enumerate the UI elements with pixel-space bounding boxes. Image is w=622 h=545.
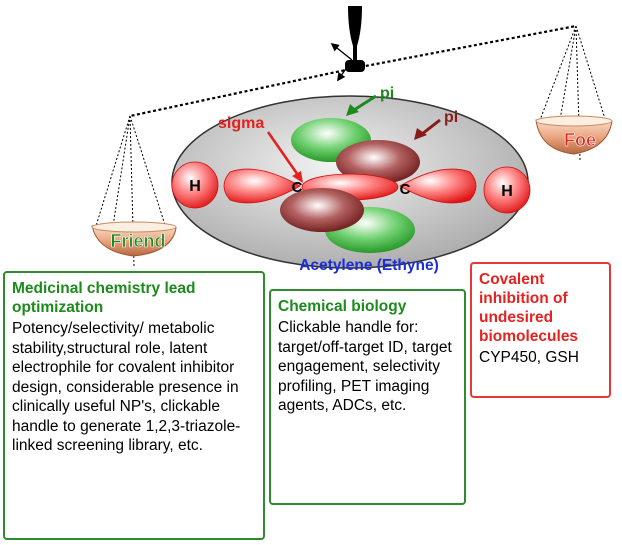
foe-label: Foe <box>564 130 596 150</box>
medicinal-chemistry-body: Potency/selectivity/ metabolic stability… <box>12 320 241 454</box>
pivot-arrow-up <box>330 42 353 61</box>
chemical-biology-title: Chemical biology <box>278 298 407 315</box>
right-pan-string <box>575 25 607 123</box>
sigma-arrow <box>266 131 302 179</box>
pivot-arrow-down <box>337 59 353 82</box>
c-h-lobe-left <box>223 168 301 204</box>
scale-beam-right <box>354 24 577 70</box>
left-pan-string <box>112 115 131 227</box>
c-h-lobe-right <box>399 168 477 204</box>
pi-orbital-darkred-top <box>336 140 420 184</box>
scale-pointer <box>348 6 362 62</box>
medicinal-chemistry-title: Medicinal chemistry lead optimization <box>12 280 196 316</box>
pi-arrow-darkred <box>421 118 441 136</box>
covalent-inhibition-box: Covalent inhibition of undesired biomole… <box>470 262 611 398</box>
medicinal-chemistry-box: Medicinal chemistry lead optimization Po… <box>3 271 265 540</box>
pi-arrow-green <box>353 94 377 112</box>
right-pan-string <box>559 25 577 121</box>
carbon-left-label: C <box>292 179 303 196</box>
sigma-label: sigma <box>218 115 264 132</box>
pi-label-darkred: pi <box>444 109 458 126</box>
pi-arrowhead-darkred <box>414 128 427 140</box>
hydrogen-right-label: H <box>501 183 513 200</box>
pi-orbital-darkred-bottom <box>280 188 364 232</box>
covalent-inhibition-body: CYP450, GSH <box>479 349 579 366</box>
right-pan-rim <box>535 115 613 127</box>
covalent-inhibition-title: Covalent inhibition of undesired biomole… <box>479 271 579 345</box>
molecule-name: Acetylene (Ethyne) <box>299 257 439 274</box>
hydrogen-left-label: H <box>189 178 201 195</box>
right-pan-string <box>539 25 577 121</box>
chemical-biology-body: Clickable handle for: target/off-target … <box>278 319 452 414</box>
left-pan-string <box>95 115 131 227</box>
pi-arrowhead-green <box>346 104 359 116</box>
chemical-biology-box: Chemical biology Clickable handle for: t… <box>269 289 466 505</box>
left-pan-string <box>129 115 167 229</box>
scale: Friend Foe <box>91 6 613 267</box>
acetylene-molecule: H H C C sigma pi pi Acetylene (Ethyne) <box>171 85 531 274</box>
hydrogen-left <box>171 161 219 209</box>
hydrogen-right <box>483 166 531 214</box>
carbon-right-label: C <box>400 181 411 198</box>
sigma-arrowhead <box>292 171 303 183</box>
left-pan-rim <box>91 221 177 233</box>
pi-label-green: pi <box>380 85 394 102</box>
friend-label: Friend <box>110 231 165 251</box>
